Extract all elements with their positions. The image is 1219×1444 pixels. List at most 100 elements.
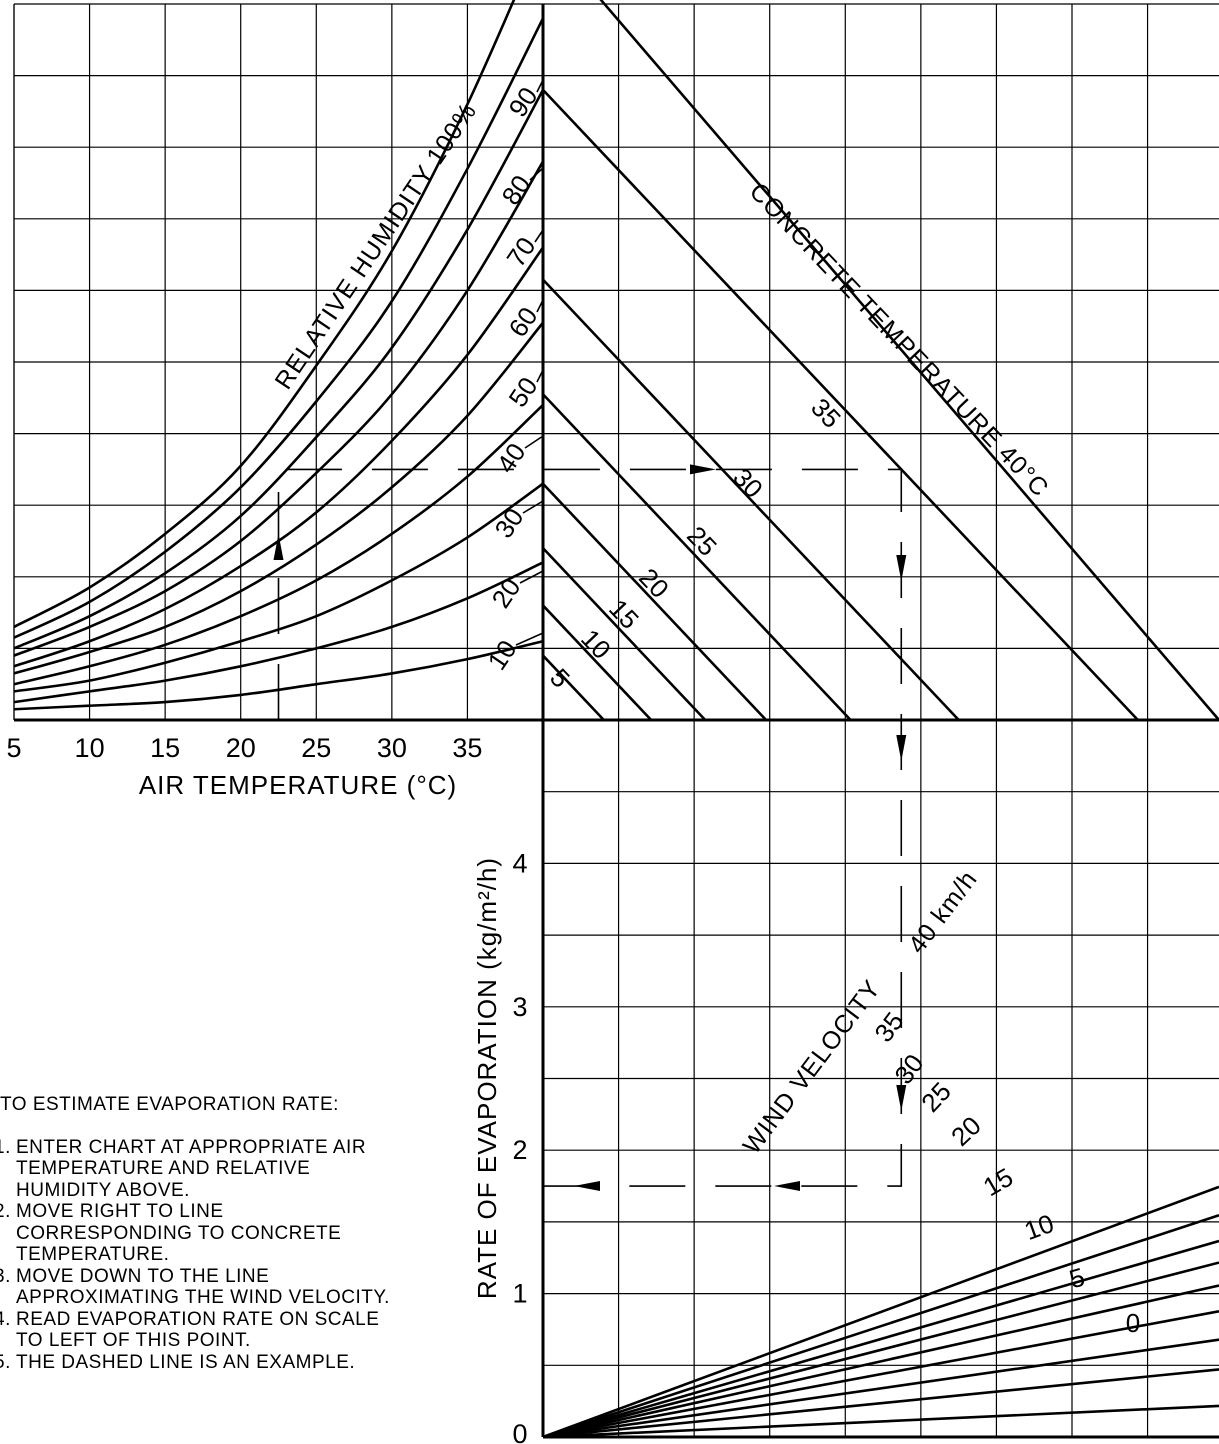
- y-tick-1: 1: [512, 1279, 527, 1309]
- concrete-line-20: [542, 482, 768, 721]
- wind-label-35: 35: [868, 1006, 909, 1047]
- humidity-curve-80: [13, 89, 545, 650]
- instruction-step: 3.MOVE DOWN TO THE LINE APPROXIMATING TH…: [0, 1266, 440, 1309]
- concrete-line-35: [542, 89, 1139, 721]
- concrete-label-40: CONCRETE TEMPERATURE 40°C: [744, 177, 1055, 502]
- humidity-label-70: 70: [500, 232, 541, 273]
- humidity-curve-40: [13, 404, 544, 686]
- wind-line-10: [542, 1338, 1219, 1439]
- x-axis-title: AIR TEMPERATURE (°C): [139, 770, 457, 800]
- humidity-label-30: 30: [488, 503, 529, 544]
- wind-label-title: WIND VELOCITY: [738, 975, 887, 1160]
- instruction-step-text: MOVE RIGHT TO LINE CORRESPONDING TO CONC…: [16, 1201, 342, 1265]
- y-tick-3: 3: [512, 992, 527, 1022]
- concrete-line-10: [542, 604, 653, 721]
- instruction-step-text: THE DASHED LINE IS AN EXAMPLE.: [16, 1351, 356, 1373]
- x-tick-15: 15: [150, 733, 180, 763]
- instruction-step-number: 2.: [0, 1201, 11, 1222]
- concrete-line-30: [542, 278, 960, 721]
- wind-line-15: [542, 1309, 1219, 1439]
- concrete-label-20: 20: [633, 562, 675, 604]
- concrete-label-15: 15: [603, 593, 645, 635]
- instruction-step-text: ENTER CHART AT APPROPRIATE AIR TEMPERATU…: [16, 1136, 367, 1201]
- concrete-label-35: 35: [805, 392, 847, 434]
- wind-label-30: 30: [888, 1048, 929, 1089]
- instructions-heading: TO ESTIMATE EVAPORATION RATE:: [0, 1094, 339, 1115]
- humidity-label-100: RELATIVE HUMIDITY 100%: [270, 98, 483, 395]
- humidity-leader-30: [522, 500, 544, 514]
- humidity-label-50: 50: [502, 372, 543, 413]
- humidity-curve-70: [13, 160, 545, 657]
- wind-label-20: 20: [945, 1110, 987, 1152]
- concrete-label-25: 25: [681, 520, 723, 562]
- wind-label-5: 5: [1066, 1262, 1088, 1295]
- grid-lines: [13, 3, 1219, 1439]
- instruction-step-number: 3.: [0, 1265, 11, 1287]
- wind-line-35: [542, 1214, 1219, 1439]
- humidity-leader-40: [524, 435, 544, 449]
- wind-line-30: [542, 1239, 1219, 1439]
- humidity-label-40: 40: [490, 438, 531, 479]
- x-tick-25: 25: [301, 733, 331, 763]
- example-arrow-down: [896, 1085, 907, 1111]
- humidity-label-20: 20: [485, 573, 526, 614]
- y-axis-title: RATE OF EVAPORATION (kg/m²/h): [472, 857, 502, 1299]
- humidity-label-10: 10: [481, 635, 522, 676]
- example-dashed-path: [273, 464, 907, 1192]
- y-tick-4: 4: [512, 848, 527, 878]
- example-arrow-right: [690, 464, 716, 475]
- example-arrow-down: [896, 555, 907, 581]
- humidity-curve-100: [13, 0, 516, 629]
- x-tick-35: 35: [452, 733, 482, 763]
- humidity-curve-20: [13, 561, 544, 704]
- instruction-step: 2.MOVE RIGHT TO LINE CORRESPONDING TO CO…: [0, 1201, 440, 1266]
- concrete-line-40: [599, 0, 1219, 721]
- humidity-curve-60: [13, 246, 545, 668]
- wind-line-40: [542, 1185, 1219, 1439]
- y-tick-0: 0: [512, 1419, 527, 1444]
- humidity-curve-50: [13, 321, 545, 675]
- instruction-step: 4.READ EVAPORATION RATE ON SCALE TO LEFT…: [0, 1309, 440, 1352]
- wind-label-0: 0: [1126, 1308, 1140, 1338]
- instruction-step-number: 5.: [0, 1351, 11, 1373]
- humidity-label-60: 60: [502, 302, 543, 343]
- concrete-label-10: 10: [575, 623, 617, 665]
- concrete-label-5: 5: [544, 662, 576, 693]
- example-arrow-left: [774, 1181, 800, 1192]
- humidity-leader-50: [536, 369, 544, 383]
- concrete-line-15: [542, 547, 707, 721]
- humidity-leader-70: [534, 229, 544, 243]
- humidity-label-80: 80: [495, 170, 536, 211]
- concrete-line-25: [542, 393, 852, 721]
- humidity-leader-80: [529, 167, 544, 181]
- x-tick-30: 30: [377, 733, 407, 763]
- humidity-leader-20: [519, 570, 544, 584]
- humidity-curve-30: [13, 482, 544, 693]
- wind-line-5: [542, 1368, 1219, 1439]
- wind-line-25: [542, 1261, 1219, 1439]
- instruction-step-number: 4.: [0, 1308, 11, 1330]
- instruction-step-number: 1.: [0, 1136, 11, 1158]
- wind-label-15: 15: [978, 1162, 1018, 1202]
- wind-label-10: 10: [1020, 1208, 1057, 1246]
- concrete-label-30: 30: [727, 462, 769, 504]
- wind-label-40: 40 km/h: [903, 865, 983, 958]
- y-tick-2: 2: [512, 1135, 527, 1165]
- example-arrow-down: [896, 735, 907, 761]
- wind-line-20: [542, 1284, 1219, 1439]
- humidity-leader-10: [515, 632, 544, 646]
- x-tick-20: 20: [226, 733, 256, 763]
- instruction-step-text: READ EVAPORATION RATE ON SCALE TO LEFT O…: [16, 1308, 380, 1352]
- x-tick-5: 5: [6, 733, 21, 763]
- example-path: [277, 468, 903, 1187]
- instruction-step-text: MOVE DOWN TO THE LINE APPROXIMATING THE …: [16, 1265, 390, 1309]
- example-arrow-up: [273, 534, 284, 560]
- instructions-list: 1.ENTER CHART AT APPROPRIATE AIR TEMPERA…: [0, 1137, 440, 1374]
- example-arrow-left: [574, 1181, 600, 1192]
- wind-line-0: [542, 1404, 1219, 1439]
- instructions-panel: TO ESTIMATE EVAPORATION RATE: 1.ENTER CH…: [0, 1094, 440, 1373]
- humidity-curve-90: [13, 17, 545, 639]
- x-tick-10: 10: [75, 733, 105, 763]
- concrete-line-5: [542, 654, 605, 721]
